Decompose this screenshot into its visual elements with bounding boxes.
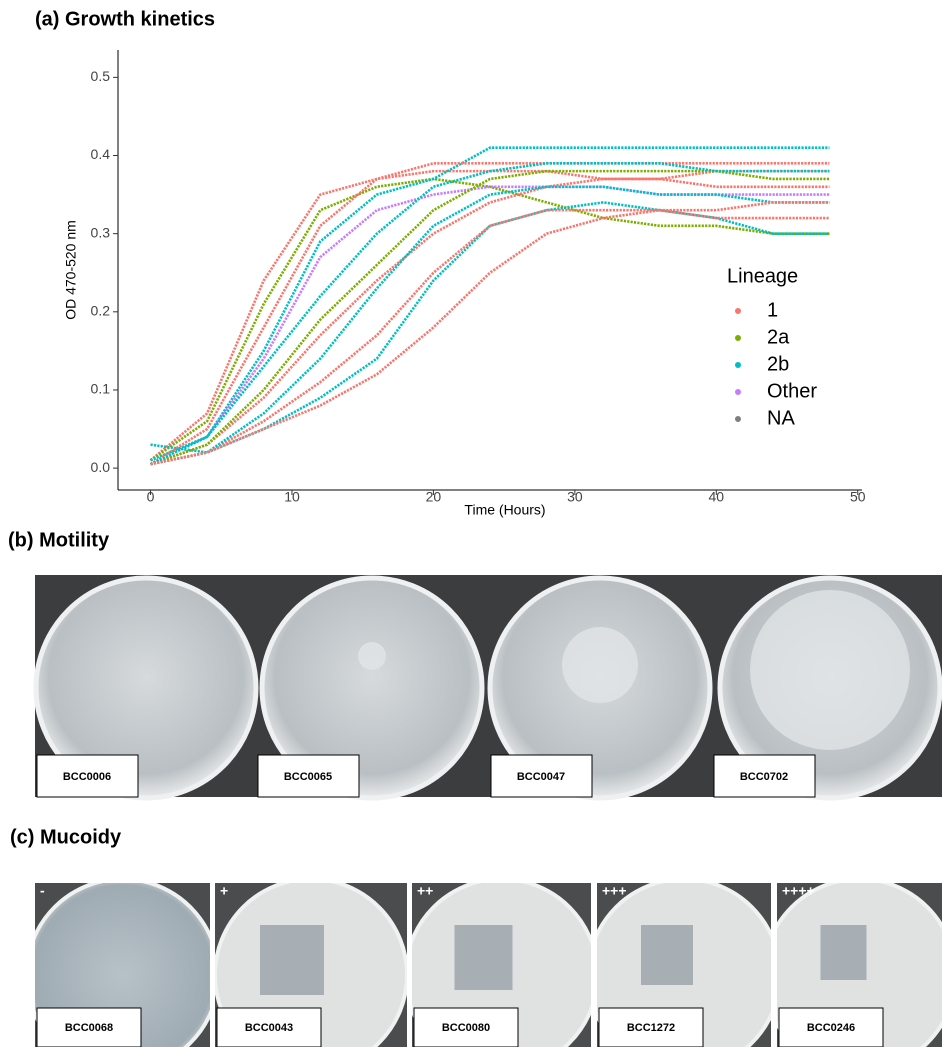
legend-marker (735, 416, 741, 422)
growth-curve (151, 202, 830, 452)
legend-marker (735, 308, 741, 314)
panel-title: (b) Motility (8, 529, 110, 551)
mucoid-grade: + (220, 883, 228, 899)
y-axis-title: OD 470-520 nm (63, 220, 79, 320)
legend-label: 1 (767, 299, 778, 321)
plate-label: BCC0246 (807, 1022, 855, 1034)
figure: (a) Growth kinetics (b) Motility (c) Muc… (0, 0, 942, 1047)
legend-label: Other (767, 380, 817, 402)
colony (562, 627, 638, 703)
clear-zone (821, 925, 867, 980)
y-tick-label: 0.1 (91, 381, 111, 397)
legend-title: Lineage (727, 265, 798, 287)
plate-label: BCC0068 (65, 1022, 113, 1034)
y-tick-label: 0.3 (91, 224, 111, 240)
legend-marker (735, 389, 741, 395)
growth-curve (151, 202, 830, 464)
panel-title: (c) Mucoidy (10, 826, 122, 848)
legend-label: 2b (767, 353, 789, 375)
mucoid-grade: - (40, 883, 45, 899)
plate-label: BCC1272 (627, 1022, 675, 1034)
clear-zone (641, 925, 693, 985)
plate-label: BCC0080 (442, 1022, 490, 1034)
legend-marker (735, 362, 741, 368)
plate-label: BCC0006 (63, 771, 111, 783)
y-tick-label: 0.5 (91, 68, 111, 84)
legend-marker (735, 335, 741, 341)
plate-label: BCC0065 (284, 771, 332, 783)
y-tick-label: 0.2 (91, 303, 111, 319)
y-tick-label: 0.4 (91, 146, 111, 162)
plate-label: BCC0047 (517, 771, 565, 783)
legend-label: 2a (767, 326, 790, 348)
clear-zone (260, 925, 324, 995)
growth-curve (151, 179, 830, 460)
colony (358, 642, 386, 670)
growth-curve (151, 171, 830, 460)
mucoid-grade: +++ (602, 883, 627, 899)
legend-label: NA (767, 407, 795, 429)
mucoid-grade: ++ (417, 883, 433, 899)
clear-zone (455, 925, 513, 990)
mucoid-grade: ++++ (782, 883, 815, 899)
y-tick-label: 0.0 (91, 459, 111, 475)
growth-curve (151, 210, 830, 464)
panel-title: (a) Growth kinetics (35, 8, 215, 30)
x-axis-title: Time (Hours) (464, 502, 545, 518)
plate-label: BCC0702 (740, 771, 788, 783)
colony (750, 590, 910, 750)
plate-label: BCC0043 (245, 1022, 293, 1034)
